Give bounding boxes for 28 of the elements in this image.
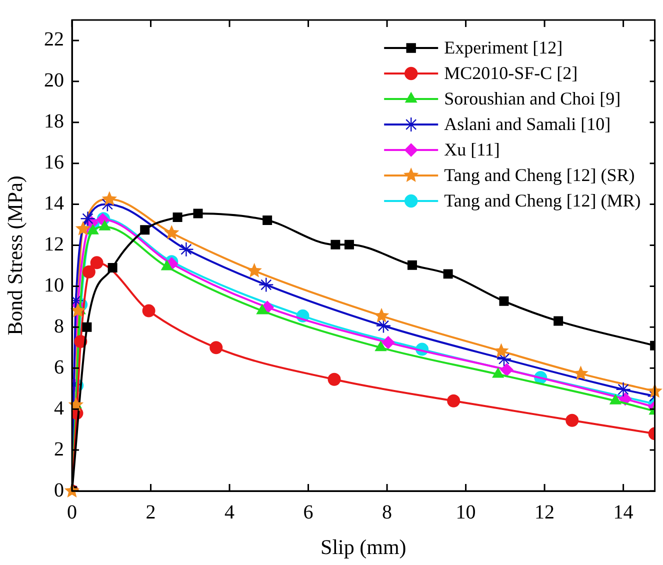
y-tick-label: 16 — [44, 152, 64, 174]
y-tick-label: 22 — [44, 28, 64, 51]
y-tick-label: 8 — [54, 315, 64, 338]
y-axis-title: Bond Stress (MPa) — [3, 176, 28, 336]
y-tick-label: 14 — [44, 192, 64, 215]
x-tick-label: 2 — [146, 501, 156, 524]
x-tick-label: 8 — [382, 501, 392, 524]
x-tick-label: 12 — [534, 501, 555, 524]
x-tick-label: 6 — [303, 501, 314, 524]
legend-label: MC2010-SF-C [2] — [444, 63, 578, 84]
y-tick-label: 6 — [54, 356, 64, 378]
x-axis-title: Slip (mm) — [320, 534, 406, 559]
y-tick-label: 0 — [54, 479, 64, 502]
y-tick-label: 4 — [54, 397, 64, 420]
y-tick-label: 12 — [44, 234, 64, 256]
legend-label: Tang and Cheng [12] (SR) — [444, 165, 635, 186]
y-tick-label: 18 — [44, 110, 64, 133]
legend-label: Soroushian and Choi [9] — [444, 88, 621, 109]
x-tick-label: 4 — [224, 501, 235, 524]
legend-label: Aslani and Samali [10] — [444, 114, 611, 134]
legend-label: Experiment [12] — [444, 38, 563, 58]
y-tick-label: 10 — [44, 274, 64, 296]
y-tick-label: 2 — [54, 438, 64, 460]
y-tick-label: 20 — [44, 70, 64, 92]
x-tick-label: 10 — [456, 501, 476, 524]
x-tick-label: 14 — [613, 501, 634, 524]
legend-label: Tang and Cheng [12] (MR) — [444, 190, 641, 211]
legend-label: Xu [11] — [444, 140, 500, 160]
